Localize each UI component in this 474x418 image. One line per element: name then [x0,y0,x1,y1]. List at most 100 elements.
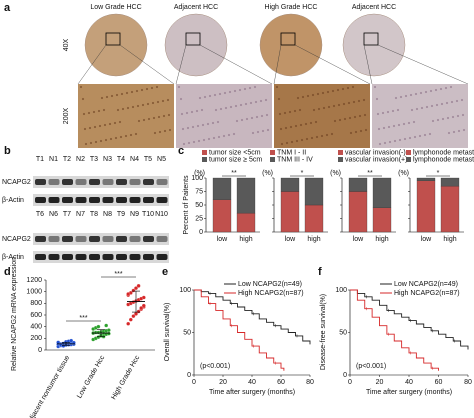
cell [284,126,288,130]
lane-label: N8 [103,211,112,218]
cell [100,96,104,100]
cell [320,134,324,138]
cell [460,98,464,102]
cell [182,142,186,146]
y-tick-label: 1000 [26,289,42,296]
data-point [128,317,133,322]
cell [342,102,346,106]
cell [378,142,382,146]
blot-label: β-Actin [2,254,24,261]
cell [425,105,429,109]
cell [102,108,106,112]
cell [341,87,345,91]
x-axis-label: Time after surgery (months) [209,389,295,396]
cell [167,113,171,117]
blot-band [102,179,114,185]
cell [151,101,155,105]
cell [461,113,465,117]
blot-band [62,254,73,260]
cell [449,85,453,89]
cell [161,99,165,103]
zoom-line [377,44,469,85]
cell [177,85,181,89]
cell [239,103,243,107]
cell [290,140,294,144]
cell [349,131,353,135]
cell [244,102,248,106]
cell [104,138,108,142]
blot-band [48,197,60,203]
cell [352,100,356,104]
y-tick-label: 75 [195,188,203,195]
cell [163,129,167,133]
lane-label: N10 [155,211,168,218]
blot-band [116,197,127,203]
blot-band [129,179,141,185]
cell [295,139,299,143]
cell [351,85,355,89]
cell [312,108,316,112]
cell [146,102,150,106]
cell [114,136,118,140]
micrograph [78,84,174,148]
cell [363,113,367,117]
zoom-line [175,44,187,85]
data-point [134,286,138,291]
blot-band [89,179,100,185]
cell [201,123,205,127]
lane-label: T2 [63,156,71,163]
x-tick-label: 80 [306,379,314,386]
zoom-line [294,44,371,85]
y-tick-label: 0 [38,347,42,354]
y-unit: (%) [194,170,205,177]
cell [398,138,402,142]
blot-band [102,197,114,203]
blot-band [129,236,141,242]
cell [120,92,124,96]
significance: * [437,170,440,177]
bar-segment [416,177,436,181]
cell [93,125,97,129]
cell [381,111,385,115]
cell [296,96,300,100]
y-tick-label: 50 [195,202,203,209]
bar-segment [372,207,392,233]
cell [391,109,395,113]
cell [315,135,319,139]
cell [294,124,298,128]
cell [200,108,204,112]
significance: * [301,170,304,177]
x-tick-label: High Grade Hcc [110,354,141,401]
lane-label: N6 [49,211,58,218]
cell [300,138,304,142]
legend-label: lymphonode metastasis (-) [413,150,474,157]
cell [179,97,183,101]
cell [309,121,313,125]
panel-label: a [4,2,11,14]
cell [222,134,226,138]
cell [228,90,232,94]
lane-label: T10 [142,211,154,218]
cell [396,108,400,112]
cell [424,90,428,94]
cell [428,132,432,136]
cell [168,128,172,132]
cell [197,139,201,143]
cell [298,108,302,112]
cell [331,89,335,93]
cell [130,90,134,94]
zoom-line [77,44,107,85]
cell [266,128,270,132]
cell [393,139,397,143]
y-tick-label: 400 [30,324,42,331]
cell [375,97,379,101]
cell [304,122,308,126]
y-tick-label: 600 [30,312,42,319]
lane-label: T9 [117,211,125,218]
blot-band [75,236,87,242]
cell [275,85,279,89]
x-tick-label: low [217,236,228,243]
cell [414,92,418,96]
data-point [69,338,74,343]
